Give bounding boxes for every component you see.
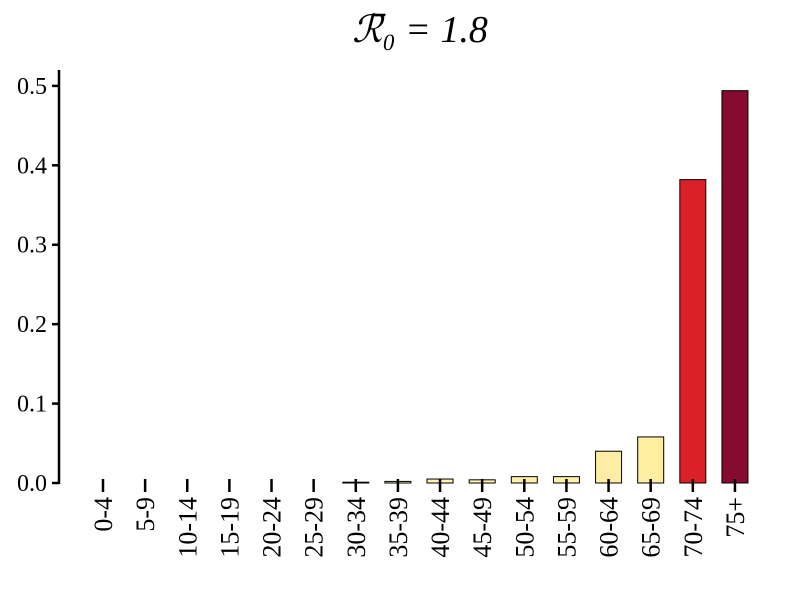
y-tick-label: 0.3 — [17, 233, 47, 259]
y-tick-label: 0.0 — [17, 471, 47, 497]
x-tick-label: 65-69 — [637, 497, 666, 558]
x-tick-label: 75+ — [721, 497, 750, 538]
x-tick-label: 35-39 — [384, 497, 413, 558]
bar — [595, 450, 623, 484]
x-tick-label: 50-54 — [510, 497, 539, 558]
x-tick-label: 0-4 — [89, 497, 118, 532]
x-tick-label: 15-19 — [215, 497, 244, 558]
y-tick-label: 0.2 — [17, 312, 47, 338]
y-tick-label: 0.1 — [17, 392, 47, 418]
chart-title: ℛ̄₀ = 1.8 — [352, 9, 488, 51]
y-tick-label: 0.5 — [17, 74, 47, 100]
x-tick-label: 10-14 — [173, 497, 202, 558]
x-tick-label: 40-44 — [426, 497, 455, 558]
x-tick-label: 20-24 — [258, 497, 287, 558]
x-tick-label: 55-59 — [552, 497, 581, 558]
x-tick-label: 60-64 — [595, 497, 624, 558]
y-tick-label: 0.4 — [17, 153, 47, 179]
x-tick-label: 70-74 — [679, 497, 708, 558]
x-tick-label: 30-34 — [342, 497, 371, 558]
x-tick-label: 25-29 — [300, 497, 329, 558]
x-tick-label: 45-49 — [468, 497, 497, 558]
x-tick-label: 5-9 — [131, 497, 160, 532]
bar — [679, 179, 707, 484]
bar — [637, 436, 665, 484]
bar — [721, 90, 749, 484]
